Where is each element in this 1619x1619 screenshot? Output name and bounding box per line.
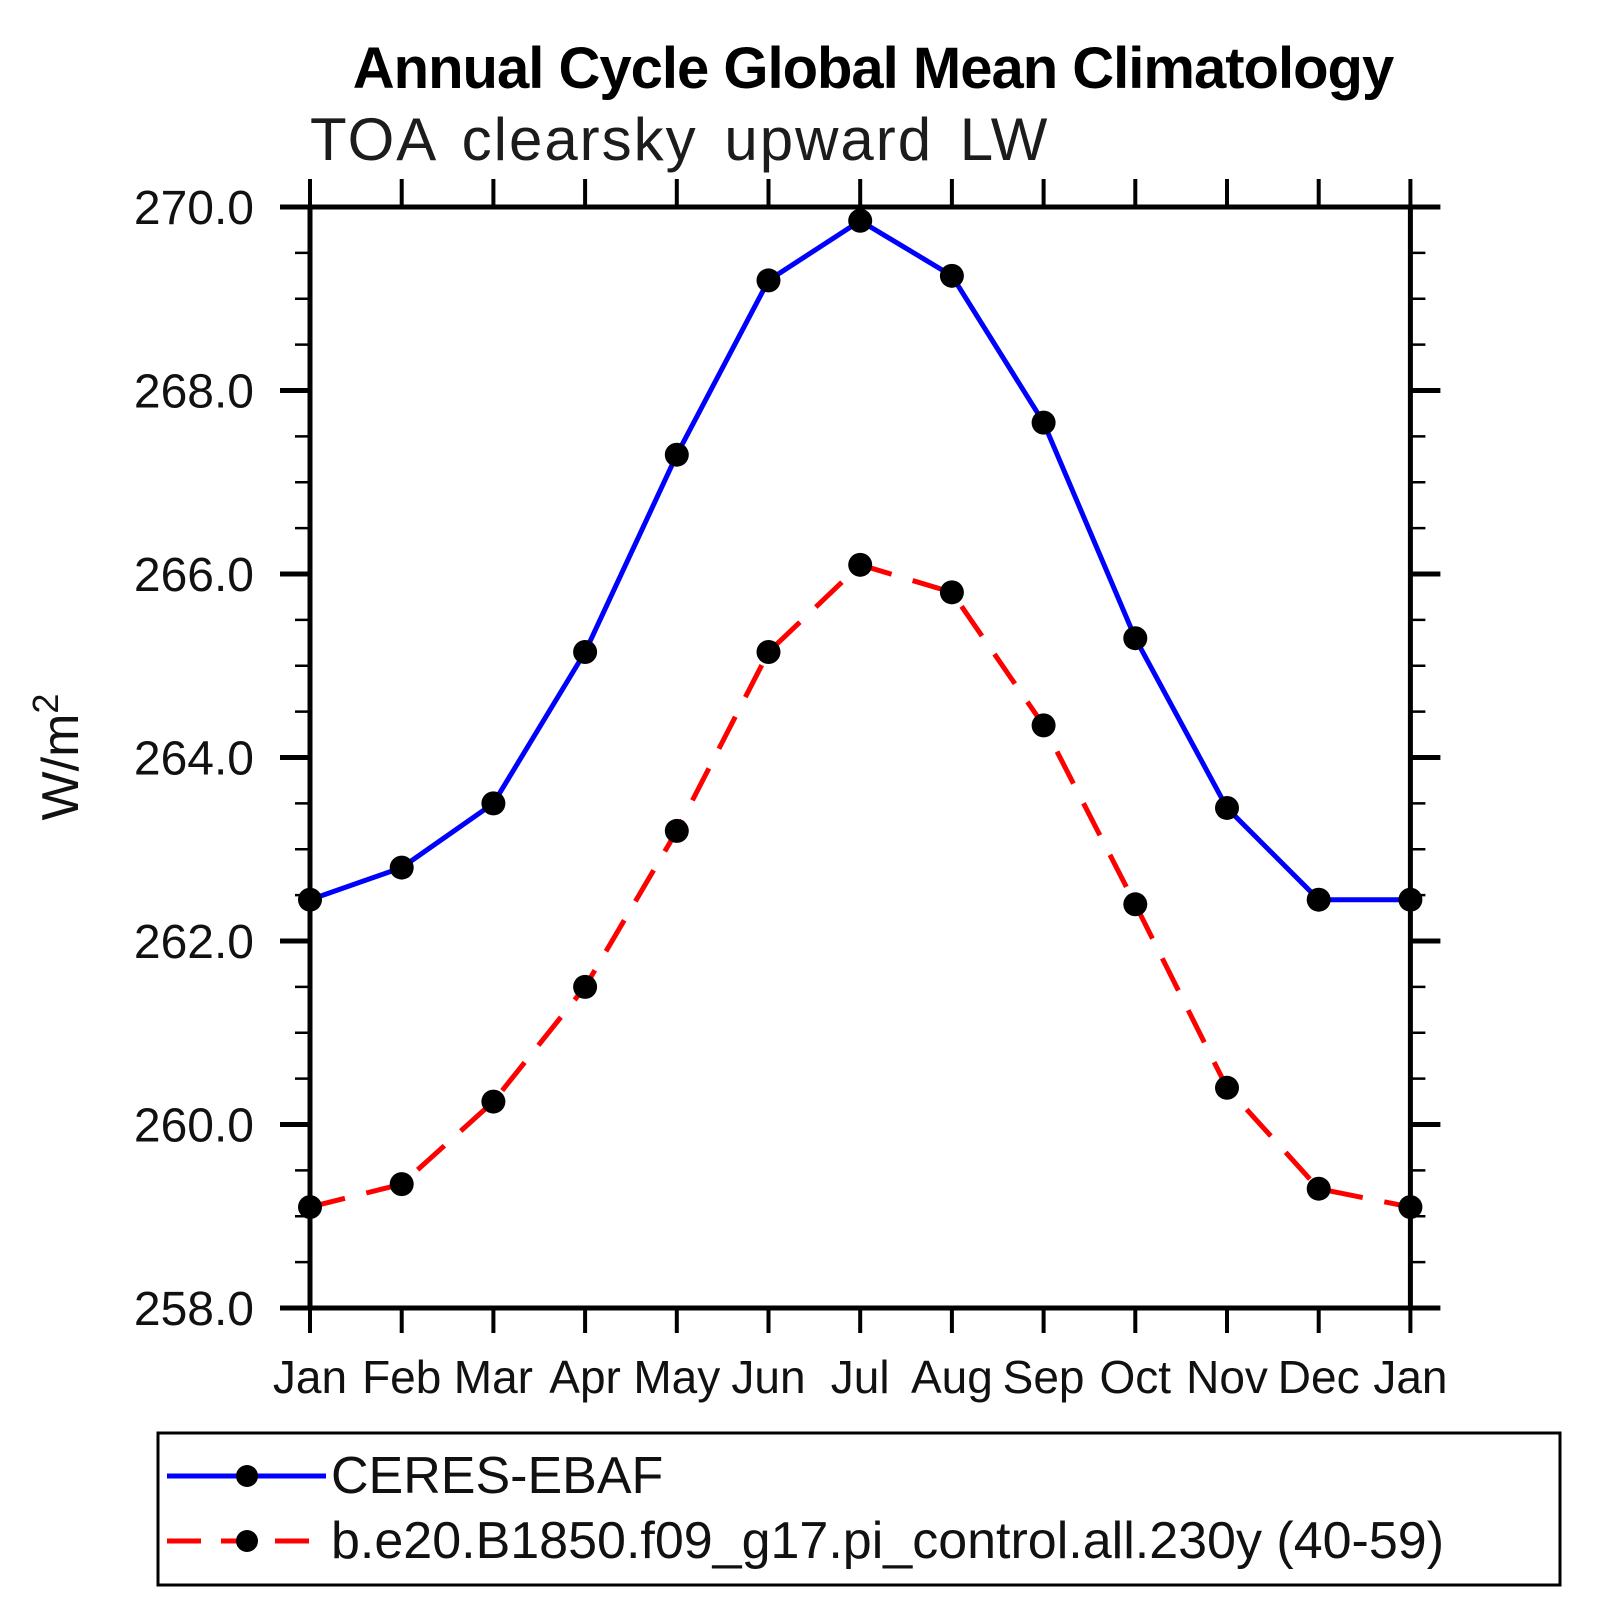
- data-point: [389, 1172, 414, 1197]
- x-tick-label: Mar: [454, 1351, 533, 1403]
- data-point: [481, 1089, 506, 1114]
- x-tick-label: Jan: [273, 1351, 347, 1403]
- x-tick-label: May: [633, 1351, 720, 1403]
- chart-subtitle: TOA clearsky upward LW: [310, 106, 1049, 173]
- y-tick-label: 270.0: [134, 182, 254, 235]
- y-tick-label: 266.0: [134, 549, 254, 602]
- data-point: [848, 208, 873, 233]
- plot-axes: [280, 179, 1441, 1333]
- legend: CERES-EBAF b.e20.B1850.f09_g17.pi_control…: [156, 1431, 1562, 1587]
- y-axis-unit-exponent: 2: [25, 694, 66, 714]
- data-point: [1398, 1195, 1423, 1220]
- legend-label: b.e20.B1850.f09_g17.pi_control.all.230y …: [331, 1512, 1444, 1570]
- data-point: [756, 639, 781, 664]
- series-line: [309, 562, 1411, 1210]
- y-axis-labels: 258.0 260.0 262.0 264.0 266.0 268.0 270.0: [134, 182, 254, 1336]
- x-tick-label: Apr: [549, 1351, 621, 1403]
- data-point: [573, 974, 598, 999]
- data-point: [1123, 626, 1148, 651]
- legend-marker: [236, 1530, 258, 1552]
- y-tick-label: 268.0: [134, 366, 254, 419]
- x-tick-label: Dec: [1278, 1351, 1360, 1403]
- legend-label: CERES-EBAF: [331, 1447, 663, 1505]
- x-tick-label: Oct: [1100, 1351, 1172, 1403]
- y-tick-label: 262.0: [134, 916, 254, 969]
- data-point: [389, 855, 414, 880]
- data-point: [1031, 713, 1056, 738]
- data-point: [298, 1195, 322, 1220]
- y-tick-label: 258.0: [134, 1283, 254, 1336]
- data-point: [664, 818, 689, 843]
- data-point: [1398, 887, 1423, 912]
- axis-frame: [307, 204, 1413, 1311]
- series-layer: [298, 208, 1423, 1220]
- x-tick-label: Jul: [831, 1351, 890, 1403]
- data-point: [573, 639, 598, 664]
- chart-title: Annual Cycle Global Mean Climatology: [353, 36, 1394, 101]
- x-tick-label: Jun: [731, 1351, 805, 1403]
- data-point: [1306, 887, 1331, 912]
- x-tick-label: Sep: [1003, 1351, 1085, 1403]
- y-axis-unit-base: W/m: [32, 714, 90, 821]
- x-tick-label: Nov: [1186, 1351, 1268, 1403]
- data-point: [939, 580, 964, 605]
- y-axis-title: W/m2: [25, 694, 90, 821]
- data-point: [664, 442, 689, 467]
- y-tick-label: 264.0: [134, 733, 254, 786]
- data-point: [1031, 410, 1056, 435]
- data-point: [756, 268, 781, 293]
- data-point: [1215, 1075, 1239, 1100]
- legend-box: [156, 1431, 1562, 1587]
- data-point: [939, 263, 964, 288]
- x-axis-labels: Jan Feb Mar Apr May Jun Jul Aug Sep Oct Nov Dec Jan: [273, 1351, 1448, 1403]
- data-point: [1123, 892, 1148, 917]
- x-tick-label: Feb: [362, 1351, 441, 1403]
- data-point: [298, 887, 322, 912]
- data-point: [1306, 1176, 1331, 1201]
- y-tick-label: 260.0: [134, 1100, 254, 1153]
- data-point: [848, 552, 873, 577]
- data-point: [1215, 795, 1239, 820]
- data-point: [481, 791, 506, 816]
- x-tick-label: Aug: [911, 1351, 993, 1403]
- legend-marker: [236, 1465, 258, 1487]
- x-tick-label: Jan: [1373, 1351, 1447, 1403]
